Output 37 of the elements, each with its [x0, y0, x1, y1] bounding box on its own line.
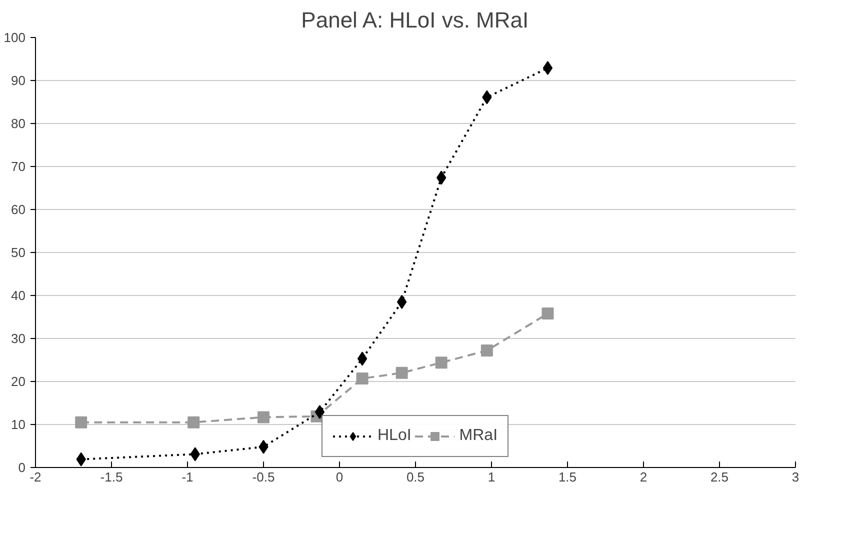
x-tick-label: 3 [792, 470, 800, 484]
y-tick-label: 80 [11, 116, 26, 131]
y-tick-label: 20 [11, 374, 26, 389]
point [357, 352, 368, 366]
x-tick-label: 1 [488, 470, 496, 484]
x-tick-label: 2.5 [710, 470, 729, 484]
y-tick-label: 90 [11, 73, 26, 88]
point [542, 308, 554, 320]
point [542, 61, 553, 76]
x-tick-label: -0.5 [252, 470, 275, 484]
point [480, 344, 493, 357]
point [356, 372, 368, 384]
point [396, 366, 408, 379]
y-tick-label: 70 [11, 159, 26, 174]
legend-label: MRaI [459, 427, 498, 445]
point [314, 405, 325, 420]
y-tick-label: 50 [11, 245, 26, 260]
point [258, 411, 270, 424]
x-tick-label: 0 [336, 470, 344, 484]
point [75, 416, 88, 428]
x-tick-label: -1 [182, 470, 194, 484]
y-tick-label: 40 [11, 288, 26, 303]
y-tick-label: 60 [11, 202, 26, 217]
x-tick-label: -2 [30, 470, 42, 484]
legend-label: HLoI [377, 427, 412, 445]
x-tick-label: -1.5 [100, 470, 123, 484]
y-tick-label: 10 [11, 417, 26, 432]
x-tick-label: 2 [640, 470, 648, 484]
point [435, 356, 448, 369]
x-tick-label: 1.5 [558, 470, 577, 484]
y-tick-label: 30 [11, 331, 26, 346]
point [396, 294, 407, 309]
y-tick-label: 0 [18, 460, 26, 475]
y-tick-label: 100 [4, 30, 26, 45]
x-tick-label: 0.5 [406, 470, 425, 484]
point [188, 416, 200, 428]
chart-title: Panel A: HLoI vs. MRaI [301, 8, 529, 32]
